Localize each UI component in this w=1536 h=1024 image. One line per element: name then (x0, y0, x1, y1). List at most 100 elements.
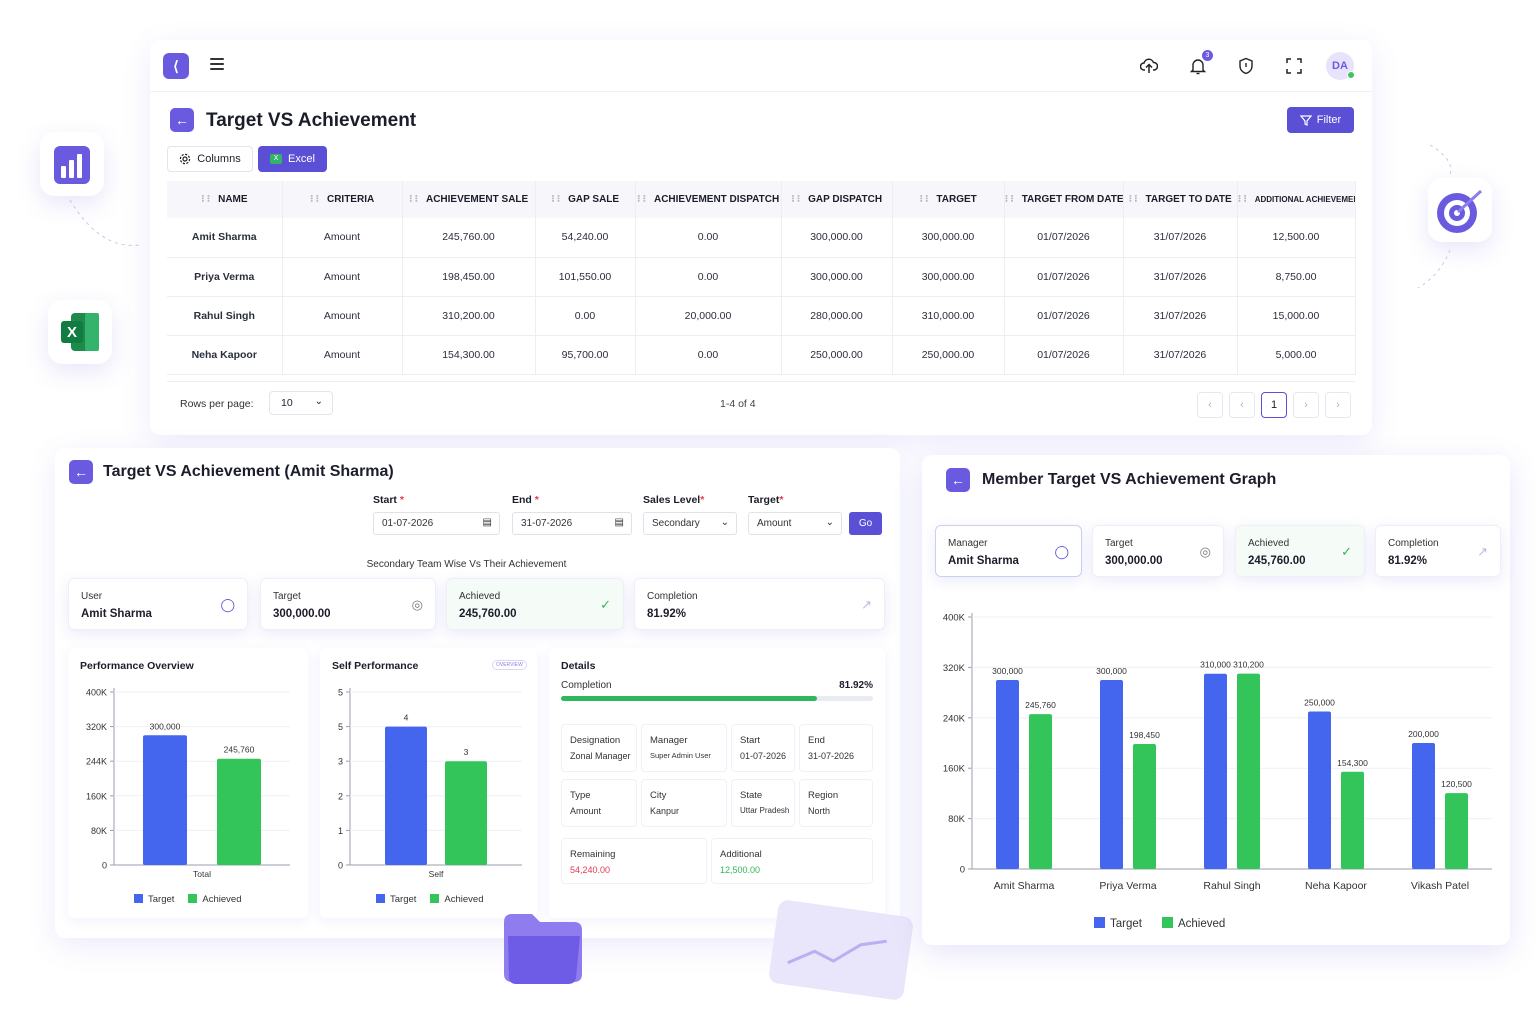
sales-level-value: Secondary (652, 518, 700, 529)
excel-export-button[interactable]: X Excel (258, 146, 327, 172)
target-bar (1204, 673, 1227, 869)
start-date-input[interactable]: 01-07-2026 ▤ (373, 512, 500, 535)
cloud-upload-icon[interactable] (1136, 53, 1162, 79)
gear-icon (180, 153, 191, 165)
detail-key: Manager (650, 735, 688, 746)
remaining-value: 54,240.00 (570, 865, 611, 875)
legend-target: Target (134, 894, 174, 905)
app-logo-icon[interactable]: ⟨ (163, 53, 189, 79)
column-header[interactable]: ⠇⠇ TARGET (892, 181, 1005, 218)
column-header[interactable]: ⠇⠇ TARGET TO DATE (1123, 181, 1238, 218)
column-header[interactable]: ⠇⠇ NAME (167, 181, 283, 218)
page-button[interactable]: 1 (1261, 392, 1287, 418)
table-cell: 54,240.00 (535, 218, 636, 258)
achieved-bar (1445, 793, 1468, 869)
target-goal-icon (1428, 178, 1492, 242)
column-header[interactable]: ⠇⠇ CRITERIA (282, 181, 403, 218)
detail-key: Start (740, 735, 761, 746)
table-row[interactable]: Amit Sharma Amount 245,760.00 54,240.00 0.00… (167, 218, 1356, 258)
top-bar: ⟨ 3 DA (150, 40, 1372, 92)
fullscreen-icon[interactable] (1281, 53, 1307, 79)
end-date-input[interactable]: 31-07-2026 ▤ (512, 512, 632, 535)
table-row[interactable]: Rahul Singh Amount 310,200.00 0.00 20,000.00… (167, 296, 1356, 336)
drag-handle-icon[interactable]: ⠇⠇ (1128, 194, 1140, 204)
folder-icon (504, 914, 582, 984)
y-tick-label: 1 (338, 826, 343, 836)
target-bar (1100, 680, 1123, 869)
shield-icon[interactable] (1233, 53, 1259, 79)
drag-handle-icon[interactable]: ⠇⠇ (636, 194, 649, 204)
table-cell: Amount (282, 257, 403, 297)
x-tick-label: Amit Sharma (994, 880, 1055, 892)
column-header[interactable]: ⠇⠇ ACHIEVEMENT SALE (402, 181, 536, 218)
target-type-value: Amount (757, 518, 792, 529)
menu-icon[interactable] (210, 58, 224, 70)
table-cell: 0.00 (635, 218, 782, 258)
data-label: 4 (404, 713, 409, 723)
legend-achieved: Achieved (1161, 917, 1225, 930)
table-cell: 01/07/2026 (1004, 335, 1124, 375)
stat-label: Completion (647, 591, 698, 602)
column-header[interactable]: ⠇⠇ TARGET FROM DATE (1004, 181, 1124, 218)
column-header[interactable]: ⠇⠇ GAP DISPATCH (781, 181, 893, 218)
target-type-select[interactable]: Amount ⌄ (748, 512, 842, 535)
next-page-icon[interactable]: › (1293, 392, 1319, 418)
drag-handle-icon[interactable]: ⠇⠇ (550, 194, 563, 204)
previous-page-icon[interactable]: ‹ (1229, 392, 1255, 418)
detail-info-cell: End 31-07-2026 (799, 724, 873, 772)
column-header-label: NAME (218, 194, 248, 205)
bar-chart-app-icon (40, 132, 104, 196)
calendar-icon[interactable]: ▤ (614, 517, 624, 528)
column-header-label: GAP DISPATCH (808, 194, 883, 205)
calendar-icon[interactable]: ▤ (482, 517, 492, 528)
go-button[interactable]: Go (849, 512, 882, 535)
table-cell: 31/07/2026 (1123, 257, 1238, 297)
sales-level-select[interactable]: Secondary ⌄ (643, 512, 737, 535)
table-cell: 154,300.00 (402, 335, 536, 375)
remaining-cell: Remaining 54,240.00 (561, 838, 707, 884)
back-button[interactable]: ← (946, 468, 970, 492)
drag-handle-icon[interactable]: ⠇⠇ (1004, 194, 1017, 204)
x-tick-label: Priya Verma (1099, 880, 1156, 892)
bell-icon[interactable]: 3 (1185, 50, 1213, 79)
filter-button[interactable]: Filter (1287, 107, 1354, 133)
details-card: Details Completion 81.92% Designation Zon… (549, 648, 885, 918)
back-button[interactable]: ← (69, 460, 93, 484)
table-row[interactable]: Neha Kapoor Amount 154,300.00 95,700.00 0.00… (167, 335, 1356, 375)
additional-label: Additional (720, 849, 762, 860)
column-header[interactable]: ⠇⠇ GAP SALE (535, 181, 636, 218)
detail-info-cell: Designation Zonal Manager (561, 724, 637, 772)
table-cell: 300,000.00 (781, 218, 893, 258)
table-cell: 245,760.00 (402, 218, 536, 258)
y-tick-label: 2 (338, 791, 343, 801)
user-avatar[interactable]: DA (1326, 52, 1355, 80)
table-row[interactable]: Priya Verma Amount 198,450.00 101,550.00 0.0… (167, 257, 1356, 297)
data-label: 3 (464, 747, 469, 757)
detail-value: Super Admin User (650, 751, 711, 760)
back-button[interactable]: ← (170, 108, 194, 132)
column-header[interactable]: ⠇⠇ ADDITIONAL ACHIEVEMENT (1237, 181, 1356, 218)
y-tick-label: 240K (943, 713, 966, 724)
columns-button[interactable]: Columns (167, 146, 253, 172)
drag-handle-icon[interactable]: ⠇⠇ (919, 194, 931, 204)
detail-value: Zonal Manager (570, 751, 631, 761)
drag-handle-icon[interactable]: ⠇⠇ (309, 194, 322, 204)
completion-progress-fill (561, 696, 817, 701)
x-tick-label: Neha Kapoor (1305, 880, 1367, 892)
detail-value: Uttar Pradesh (740, 806, 790, 815)
target-achievement-table: ⠇⠇ NAME ⠇⠇ CRITERIA ⠇⠇ ACHIEVEMENT SALE ⠇⠇ GAP … (167, 181, 1356, 375)
column-header[interactable]: ⠇⠇ ACHIEVEMENT DISPATCH (635, 181, 782, 218)
last-page-icon[interactable]: › (1325, 392, 1351, 418)
drag-handle-icon[interactable]: ⠇⠇ (408, 194, 421, 204)
legend-target: Target (1094, 917, 1142, 930)
first-page-icon[interactable]: ‹ (1197, 392, 1223, 418)
drag-handle-icon[interactable]: ⠇⠇ (790, 194, 803, 204)
rows-per-page-select[interactable]: 10 ⌄ (269, 391, 333, 415)
table-cell: Amount (282, 296, 403, 336)
graph-title: Member Target VS Achievement Graph (982, 471, 1277, 488)
drag-handle-icon[interactable]: ⠇⠇ (1237, 194, 1250, 204)
drag-handle-icon[interactable]: ⠇⠇ (200, 194, 213, 204)
column-header-label: TARGET FROM DATE (1021, 194, 1123, 205)
stat-label: Achieved (1248, 538, 1290, 549)
chart-legend: Target Achieved (376, 894, 484, 905)
